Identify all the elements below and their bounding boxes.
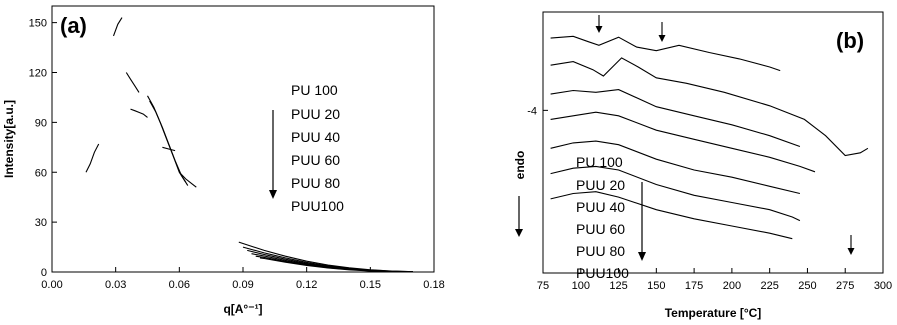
- panel-b-x-ticks: 75 100 125 150 175 200 225 250 275 300: [537, 268, 892, 292]
- panel-a: 0.00 0.03 0.06 0.09 0.12 0.15 0.18 0 30 60 90 120 1…: [2, 5, 445, 316]
- panel-a-series-line: [85, 143, 100, 173]
- panel-b-x-tick-label: 225: [760, 280, 778, 292]
- panel-a-y-tick-label: 90: [35, 117, 47, 129]
- panel-b-series-line: [550, 191, 793, 240]
- panel-b-series-line: [550, 57, 869, 157]
- panel-a-legend-item: PU 100: [291, 82, 338, 98]
- panel-b-series-line: [550, 89, 801, 148]
- panel-b-y-ticks: -4: [527, 105, 548, 117]
- panel-a-series-line: [130, 108, 148, 118]
- panel-b-x-tick-label: 100: [572, 280, 590, 292]
- panel-b: 75 100 125 150 175 200 225 250 275 300 -4 (b) Tem…: [513, 11, 892, 320]
- panel-a-x-tick-label: 0.03: [105, 279, 126, 291]
- panel-a-series-line: [251, 253, 413, 273]
- panel-a-x-tick-label: 0.12: [296, 279, 317, 291]
- panel-a-x-tick-label: 0.09: [232, 279, 253, 291]
- panel-a-y-ticks: 0 30 60 90 120 150: [29, 18, 57, 279]
- panel-b-x-tick-label: 75: [537, 280, 549, 292]
- panel-a-series-line: [149, 100, 189, 186]
- panel-b-x-tick-label: 250: [798, 280, 816, 292]
- panel-a-legend-item: PUU100: [291, 198, 344, 214]
- panel-a-x-tick-label: 0.06: [169, 279, 190, 291]
- panel-b-curves: [550, 35, 869, 240]
- panel-b-legend-item: PU 100: [576, 154, 623, 170]
- panel-b-endo-label: endo: [513, 151, 527, 237]
- panel-a-series-line: [259, 257, 413, 273]
- panel-a-curves: [85, 17, 413, 273]
- panel-b-label: (b): [836, 28, 864, 53]
- panel-a-legend-item: PUU 20: [291, 106, 340, 122]
- panel-b-y-axis-title: endo: [513, 151, 527, 180]
- arrow-105c-head: [595, 26, 603, 33]
- panel-b-frame: [542, 11, 884, 274]
- arrow-275c-head: [847, 248, 855, 255]
- panel-b-x-tick-label: 175: [685, 280, 703, 292]
- panel-a-frame: [51, 5, 435, 273]
- arrow-150c-head: [658, 35, 666, 42]
- panel-a-y-tick-label: 150: [29, 18, 47, 30]
- panel-b-x-axis-title: Temperature [°C]: [665, 306, 762, 320]
- panel-a-legend-arrow-head: [269, 190, 277, 199]
- panel-a-legend-item: PUU 60: [291, 152, 340, 168]
- panel-a-legend-item: PUU 40: [291, 129, 340, 145]
- panel-a-x-ticks: 0.00 0.03 0.06 0.09 0.12 0.15 0.18: [41, 267, 445, 291]
- transition-arrows: [595, 15, 855, 255]
- panel-b-y-tick-label: -4: [527, 105, 537, 117]
- panel-b-series-line: [550, 140, 801, 195]
- panel-a-y-tick-label: 30: [35, 217, 47, 229]
- panel-a-y-axis-title: Intensity[a.u.]: [2, 100, 16, 178]
- panel-b-x-tick-label: 150: [647, 280, 665, 292]
- panel-b-legend-item: PUU 60: [576, 221, 625, 237]
- panel-a-y-tick-label: 120: [29, 68, 47, 80]
- endo-arrow-head: [515, 229, 523, 237]
- panel-b-legend-item: PUU 80: [576, 243, 625, 259]
- panel-b-x-tick-label: 300: [874, 280, 892, 292]
- panel-a-series-line: [255, 255, 413, 273]
- panel-a-x-axis-title: q[A°⁻¹]: [223, 302, 262, 316]
- panel-a-y-tick-label: 60: [35, 167, 47, 179]
- panel-a-y-tick-label: 0: [41, 267, 47, 279]
- panel-b-x-tick-label: 275: [836, 280, 854, 292]
- panel-b-series-line: [550, 165, 801, 222]
- panel-a-x-tick-label: 0.00: [41, 279, 62, 291]
- panel-a-x-tick-label: 0.18: [423, 279, 444, 291]
- panel-b-legend-item: PUU 20: [576, 177, 625, 193]
- panel-a-series-line: [125, 72, 140, 93]
- panel-b-x-tick-label: 200: [723, 280, 741, 292]
- panel-b-series-line: [550, 111, 816, 173]
- panel-a-series-line: [112, 17, 123, 37]
- panel-a-series-line: [162, 146, 176, 152]
- panel-a-legend: PU 100 PUU 20 PUU 40 PUU 60 PUU 80 PUU10…: [269, 82, 344, 214]
- panel-a-legend-item: PUU 80: [291, 175, 340, 191]
- panel-b-legend-item: PUU 40: [576, 199, 625, 215]
- panel-a-label: (a): [60, 13, 87, 38]
- panel-b-legend-item: PUU100: [576, 265, 629, 281]
- panel-a-x-tick-label: 0.15: [360, 279, 381, 291]
- panel-a-series-line: [178, 171, 197, 188]
- panel-b-series-line: [550, 35, 781, 72]
- panel-b-legend-arrow-head: [638, 252, 646, 261]
- panel-b-x-tick-label: 125: [609, 280, 627, 292]
- panel-b-legend: PU 100 PUU 20 PUU 40 PUU 60 PUU 80 PUU10…: [576, 154, 646, 281]
